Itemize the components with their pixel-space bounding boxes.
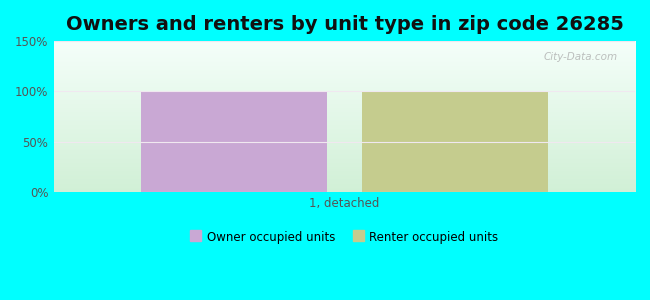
Bar: [141, 91, 327, 192]
Legend: Owner occupied units, Renter occupied units: Owner occupied units, Renter occupied un…: [185, 225, 504, 250]
Text: City-Data.com: City-Data.com: [543, 52, 618, 62]
Bar: [362, 91, 548, 192]
Title: Owners and renters by unit type in zip code 26285: Owners and renters by unit type in zip c…: [66, 15, 623, 34]
